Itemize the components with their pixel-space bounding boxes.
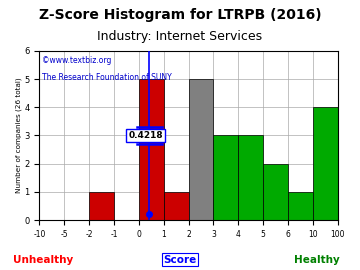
Text: Z-Score Histogram for LTRPB (2016): Z-Score Histogram for LTRPB (2016) [39, 8, 321, 22]
Text: Unhealthy: Unhealthy [13, 255, 73, 265]
Bar [213, 136, 238, 220]
Bar [139, 79, 164, 220]
Text: 0.4218: 0.4218 [128, 131, 163, 140]
Bar [89, 192, 114, 220]
Bar [288, 192, 313, 220]
Bar [313, 107, 338, 220]
Bar [189, 79, 213, 220]
Text: ©www.textbiz.org: ©www.textbiz.org [42, 56, 112, 65]
Y-axis label: Number of companies (26 total): Number of companies (26 total) [15, 78, 22, 193]
Bar [263, 164, 288, 220]
Text: Healthy: Healthy [294, 255, 340, 265]
Text: Industry: Internet Services: Industry: Internet Services [98, 30, 262, 43]
Text: The Research Foundation of SUNY: The Research Foundation of SUNY [42, 73, 172, 82]
Bar [164, 192, 189, 220]
Text: Score: Score [163, 255, 197, 265]
Bar [238, 136, 263, 220]
